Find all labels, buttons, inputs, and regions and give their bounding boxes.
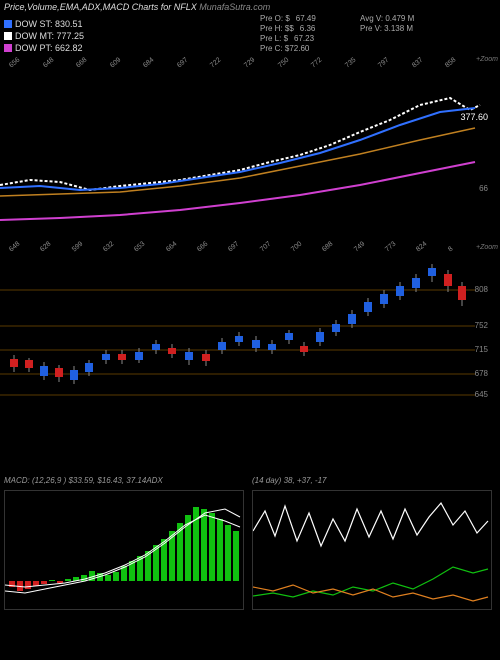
pre-h-v: 6.36: [300, 24, 316, 34]
xlabel: 824: [415, 240, 428, 253]
macd-chart: [4, 490, 244, 610]
xaxis-top: 656 648 668 609 684 697 722 729 750 772 735 797 837 8…: [0, 56, 490, 70]
avg-block: Avg V: 0.479 M Pre V: 3.138 M: [360, 14, 414, 34]
legend-text: DOW MT: 777.25: [15, 30, 84, 42]
swatch-icon: [4, 44, 12, 52]
xaxis-mid: 648 628 599 632 653 664 666 697 707 700 688 749 773 8…: [0, 240, 490, 254]
xlabel: 653: [133, 240, 146, 253]
swatch-icon: [4, 32, 12, 40]
xlabel: 750: [277, 56, 290, 69]
pre-o-k: Pre O: $: [260, 14, 290, 24]
xlabel: 707: [259, 240, 272, 253]
xlabel: 697: [227, 240, 240, 253]
xlabel: 632: [102, 240, 115, 253]
pre-l-v: 67.23: [294, 34, 314, 44]
legend-item: DOW PT: 662.82: [4, 42, 84, 54]
macd-label: MACD: (12,26,9 ) $33.59, $16.43, 37.14AD…: [4, 476, 163, 485]
page-title: Price,Volume,EMA,ADX,MACD Charts for NFL…: [4, 2, 270, 12]
price-tag-66: 66: [479, 184, 488, 193]
xlabel: 656: [8, 56, 21, 69]
legend-item: DOW MT: 777.25: [4, 30, 84, 42]
ylabel: 678: [475, 369, 488, 378]
xlabel: 599: [71, 240, 84, 253]
ylabel: 645: [475, 390, 488, 399]
candle-chart: 808 752 715 678 645: [0, 260, 490, 420]
xlabel: 700: [290, 240, 303, 253]
pre-v: Pre V: 3.138 M: [360, 24, 414, 34]
xlabel: 609: [109, 56, 122, 69]
xlabel: 8: [447, 245, 454, 253]
legend-text: DOW ST: 830.51: [15, 18, 83, 30]
xlabel: 628: [39, 240, 52, 253]
title-text: Price,Volume,EMA,ADX,MACD Charts for NFL…: [4, 2, 197, 12]
xlabel: 735: [344, 56, 357, 69]
ylabel: 715: [475, 345, 488, 354]
ylabel: 808: [475, 285, 488, 294]
pre-h-k: Pre H: $$: [260, 24, 294, 34]
xlabel: 697: [176, 56, 189, 69]
adx-label: (14 day) 38, +37, -17: [252, 476, 327, 485]
avg-v: Avg V: 0.479 M: [360, 14, 414, 24]
pre-block: Pre O: $ 67.49 Pre H: $$ 6.36 Pre L: $ 67.2…: [260, 14, 316, 54]
swatch-icon: [4, 20, 12, 28]
ylabel: 752: [475, 321, 488, 330]
price-chart: 377.60 66: [0, 70, 490, 240]
xlabel: 773: [384, 240, 397, 253]
xlabel: 688: [321, 240, 334, 253]
xlabel: 729: [243, 56, 256, 69]
legend: DOW ST: 830.51DOW MT: 777.25DOW PT: 662.…: [4, 18, 84, 54]
xlabel: 666: [196, 240, 209, 253]
xlabel: 684: [142, 56, 155, 69]
xlabel: 858: [444, 56, 457, 69]
xlabel: 772: [310, 56, 323, 69]
legend-text: DOW PT: 662.82: [15, 42, 83, 54]
xlabel: 722: [209, 56, 222, 69]
pre-o-v: 67.49: [296, 14, 316, 24]
site-link: MunafaSutra.com: [199, 2, 270, 12]
adx-chart: [252, 490, 492, 610]
xlabel: 648: [8, 240, 21, 253]
xlabel: 664: [165, 240, 178, 253]
pre-l-k: Pre L: $: [260, 34, 288, 44]
xlabel: 749: [353, 240, 366, 253]
xlabel: 837: [411, 56, 424, 69]
pre-c-k: Pre C: $72.60: [260, 44, 309, 54]
legend-item: DOW ST: 830.51: [4, 18, 84, 30]
price-tag-main: 377.60: [460, 112, 488, 122]
xlabel: 648: [42, 56, 55, 69]
xlabel: 797: [377, 56, 390, 69]
xlabel: 668: [75, 56, 88, 69]
